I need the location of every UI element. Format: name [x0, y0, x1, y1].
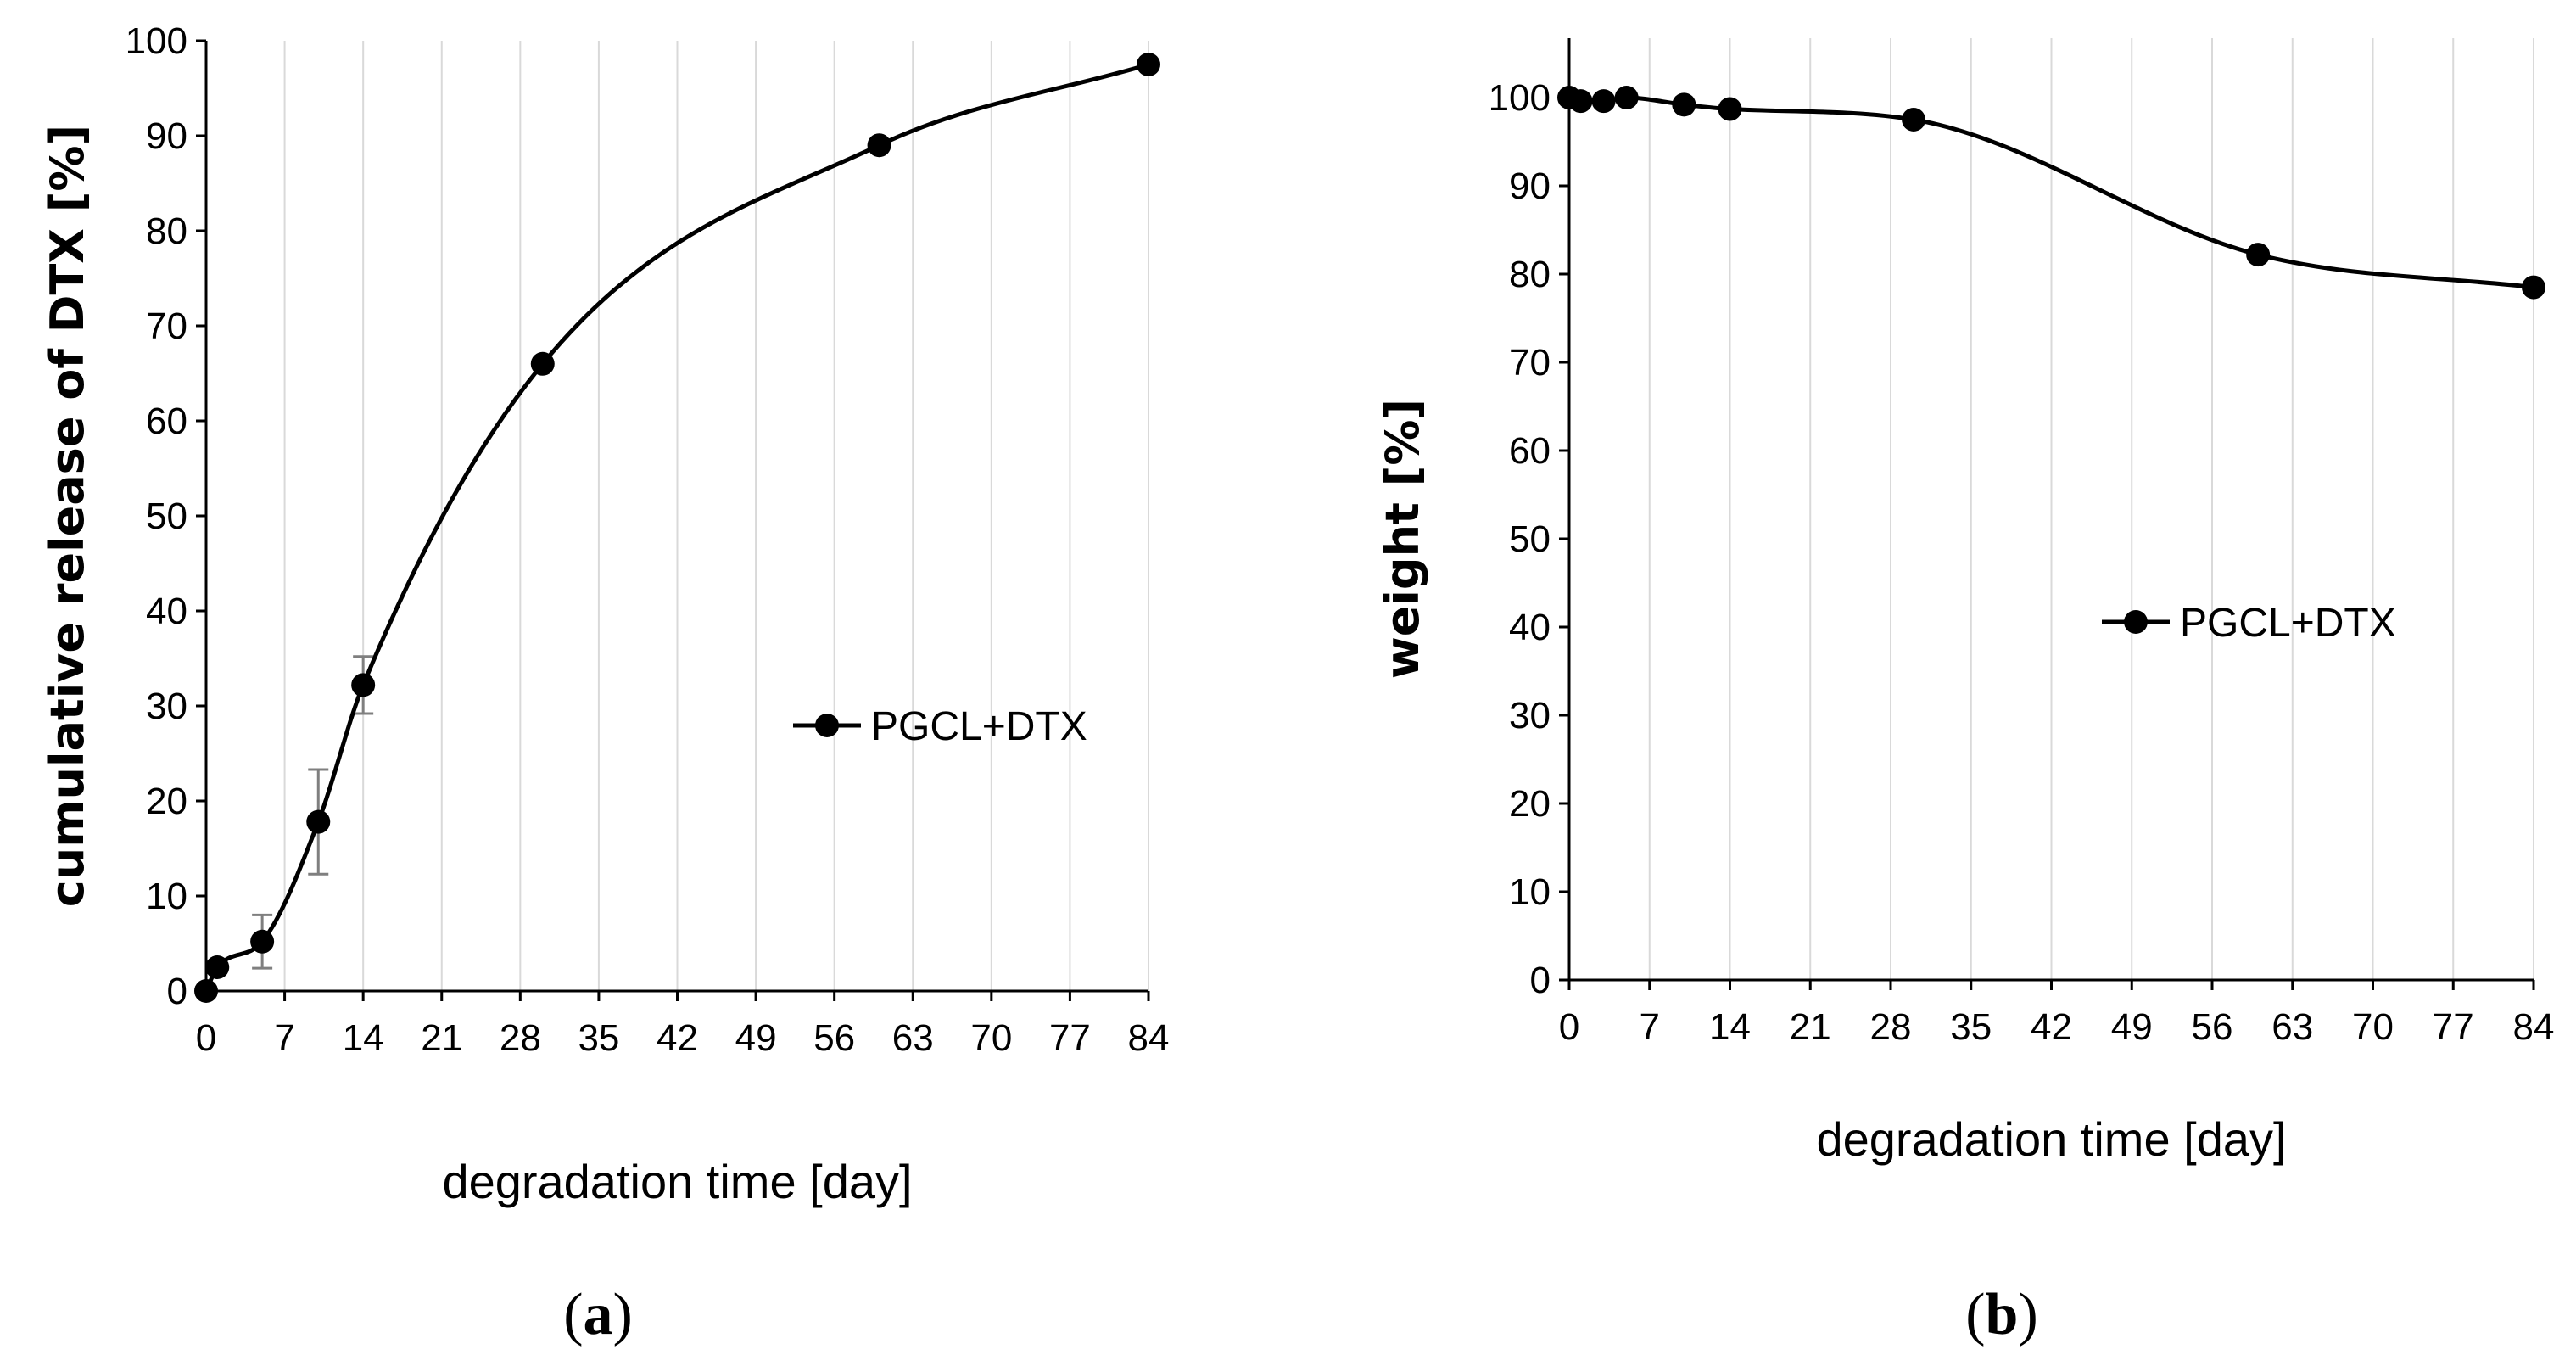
a-y-tick-label: 70 [146, 305, 187, 347]
b-y-tick-label: 60 [1509, 430, 1551, 472]
a-data-point [306, 809, 331, 834]
a-y-tick-label: 100 [126, 20, 187, 62]
a-data-point [194, 979, 218, 1003]
b-x-tick-label: 77 [2433, 1006, 2474, 1048]
b-data-point [1672, 92, 1696, 117]
b-panel-label: (b) [1965, 1282, 2038, 1347]
b-y-tick-label: 80 [1509, 254, 1551, 295]
b-x-tick-label: 84 [2513, 1006, 2555, 1048]
b-data-point [1902, 108, 1926, 132]
b-legend-label: PGCL+DTX [2180, 601, 2396, 646]
b-x-tick-label: 70 [2352, 1006, 2394, 1048]
a-x-tick-label: 56 [813, 1017, 855, 1059]
a-legend-marker [815, 714, 839, 737]
a-y-tick-label: 60 [146, 400, 187, 442]
b-x-tick-label: 49 [2111, 1006, 2153, 1048]
a-y-tick-label: 20 [146, 781, 187, 822]
a-y-tick-label: 90 [146, 115, 187, 157]
a-data-point [205, 955, 230, 979]
a-data-points [194, 53, 1160, 1003]
panel-b: 0 10 20 30 40 50 60 70 80 90 100 0 7 14 21 28 35 42 49 56 6… [1376, 38, 2554, 1347]
a-data-point [250, 929, 275, 954]
a-x-tick-label: 0 [196, 1017, 216, 1059]
b-data-point [1591, 89, 1616, 114]
b-x-tick-label: 21 [1790, 1006, 1831, 1048]
b-x-ticks: 0 7 14 21 28 35 42 49 56 63 70 77 84 [1559, 980, 2555, 1048]
a-legend-label: PGCL+DTX [871, 704, 1087, 749]
b-legend: PGCL+DTX [2102, 601, 2396, 646]
a-y-tick-label: 10 [146, 876, 187, 917]
a-y-tick-label: 50 [146, 496, 187, 537]
a-x-tick-label: 49 [735, 1017, 777, 1059]
a-x-tick-label: 14 [343, 1017, 384, 1059]
a-x-tick-label: 7 [274, 1017, 294, 1059]
b-panel-letter: b [1986, 1282, 2019, 1347]
a-y-ticks: 0 10 20 30 40 50 60 70 80 90 100 [126, 20, 206, 1012]
b-y-axis-title: weight [%] [1376, 399, 1429, 679]
b-y-tick-label: 50 [1509, 518, 1551, 560]
b-data-point [2522, 275, 2545, 300]
a-panel-letter: a [584, 1282, 613, 1347]
b-y-tick-label: 90 [1509, 165, 1551, 207]
a-data-point [1137, 53, 1160, 76]
a-x-tick-label: 42 [657, 1017, 698, 1059]
a-data-point [530, 351, 555, 376]
a-x-ticks: 0 7 14 21 28 35 42 49 56 63 70 77 84 [196, 991, 1170, 1059]
b-gridlines [1648, 38, 2534, 980]
a-x-tick-label: 28 [500, 1017, 541, 1059]
b-y-ticks: 0 10 20 30 40 50 60 70 80 90 100 [1489, 77, 1569, 1001]
a-x-tick-label: 70 [970, 1017, 1012, 1059]
a-x-tick-label: 84 [1128, 1017, 1170, 1059]
b-y-tick-label: 70 [1509, 342, 1551, 384]
b-y-tick-label: 20 [1509, 783, 1551, 825]
b-data-point [1614, 86, 1639, 109]
b-x-tick-label: 14 [1709, 1006, 1751, 1048]
a-x-tick-label: 21 [421, 1017, 462, 1059]
b-data-point [1718, 97, 1742, 121]
b-y-tick-label: 100 [1489, 77, 1551, 119]
b-x-tick-label: 63 [2271, 1006, 2313, 1048]
a-x-tick-label: 77 [1049, 1017, 1091, 1059]
b-data-point [2246, 243, 2271, 267]
a-data-point [351, 673, 376, 697]
a-data-point [867, 133, 891, 158]
a-y-tick-label: 0 [167, 971, 187, 1012]
b-x-tick-label: 7 [1640, 1006, 1660, 1048]
a-y-tick-label: 30 [146, 686, 187, 727]
a-gridlines [283, 41, 1149, 991]
a-y-axis-title: cumulative release of DTX [%] [41, 125, 94, 907]
a-x-axis-title: degradation time [day] [442, 1155, 912, 1208]
b-x-tick-label: 0 [1559, 1006, 1579, 1048]
b-x-axis-title: degradation time [day] [1816, 1112, 2286, 1166]
b-y-tick-label: 0 [1530, 960, 1551, 1001]
a-legend: PGCL+DTX [793, 704, 1087, 749]
panel-a: 0 10 20 30 40 50 60 70 80 90 100 0 7 14 21 28 35 42 49 56 6… [41, 20, 1169, 1347]
b-y-tick-label: 30 [1509, 695, 1551, 736]
b-x-tick-label: 56 [2192, 1006, 2233, 1048]
b-data-points [1557, 86, 2545, 300]
b-x-tick-label: 35 [1950, 1006, 1992, 1048]
b-y-tick-label: 40 [1509, 607, 1551, 648]
a-panel-label: (a) [563, 1282, 633, 1347]
b-x-tick-label: 42 [2031, 1006, 2072, 1048]
a-x-tick-label: 35 [578, 1017, 619, 1059]
a-x-tick-label: 63 [892, 1017, 934, 1059]
b-legend-marker [2124, 610, 2148, 634]
b-x-tick-label: 28 [1870, 1006, 1912, 1048]
a-y-tick-label: 40 [146, 591, 187, 632]
b-y-tick-label: 10 [1509, 871, 1551, 913]
b-data-point [1568, 89, 1593, 114]
a-y-tick-label: 80 [146, 210, 187, 252]
